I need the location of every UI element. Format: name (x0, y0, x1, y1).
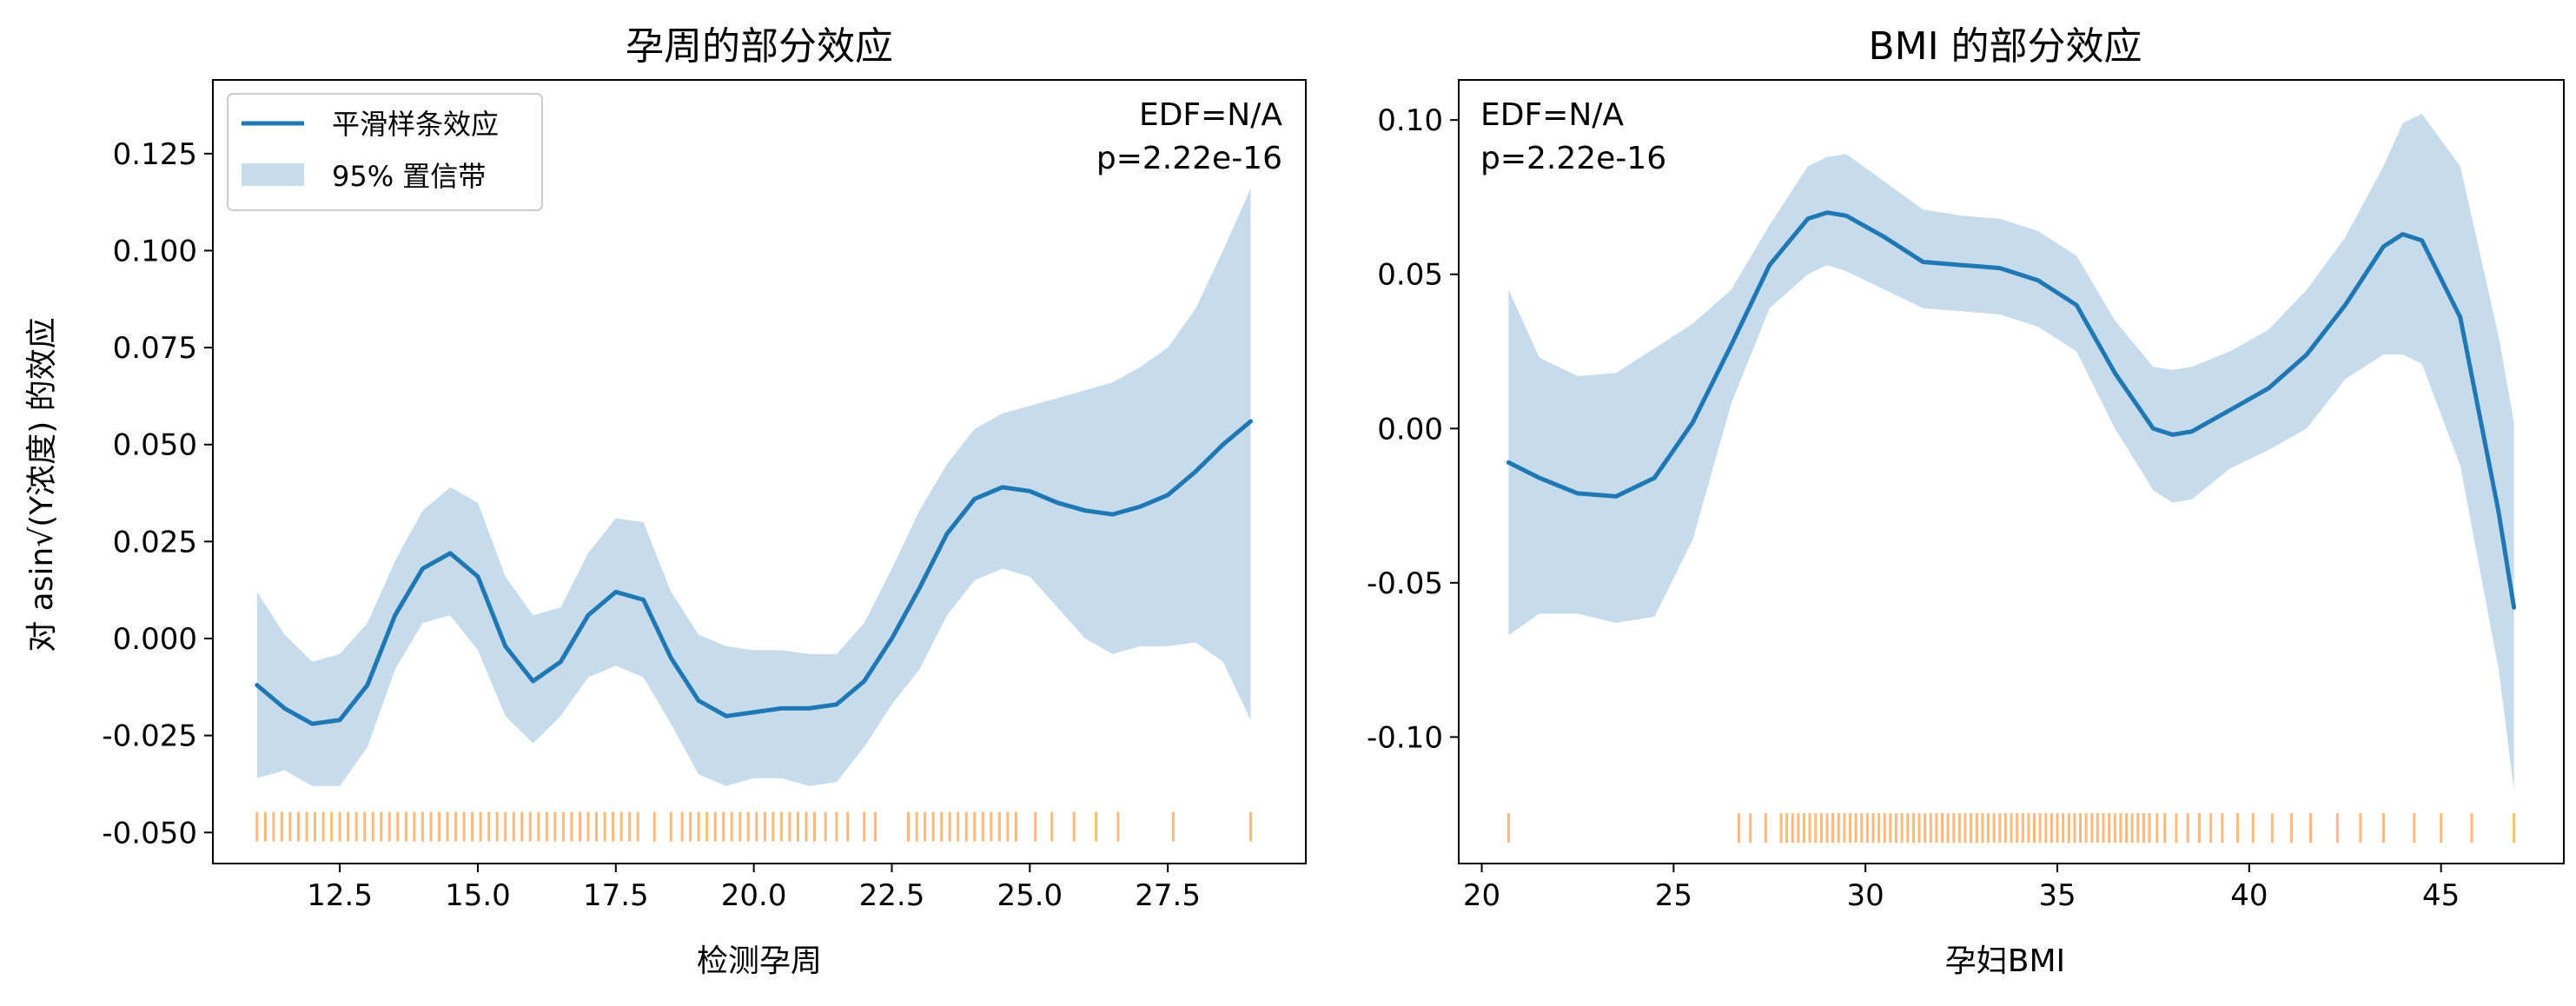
y-tick-label: 0.10 (1377, 103, 1443, 138)
legend-frame (227, 93, 543, 211)
plot-area (212, 79, 1307, 864)
p-value-annotation: p=2.22e-16 (1096, 141, 1282, 176)
x-tick-label: 20 (1463, 878, 1500, 913)
x-axis-label: 孕妇BMI (1945, 943, 2065, 979)
axes-frame (1458, 79, 2565, 864)
y-tick-label: -0.10 (1367, 720, 1443, 755)
y-tick-label: 0.025 (113, 525, 197, 559)
edf-annotation: EDF=N/A (1139, 97, 1282, 133)
x-tick-label: 15.0 (445, 878, 511, 913)
x-tick-label: 40 (2230, 878, 2268, 913)
axes-frame (212, 79, 1307, 864)
edf-annotation: EDF=N/A (1480, 97, 1624, 133)
x-tick-label: 20.0 (721, 878, 787, 913)
smooth-effect-line (255, 419, 1253, 726)
x-tick-label: 12.5 (307, 878, 373, 913)
legend-entry-band: 95% 置信带 (332, 160, 486, 193)
y-tick-label: 0.100 (113, 234, 197, 268)
plot-area (1458, 79, 2565, 864)
y-tick-label: 0.000 (113, 622, 197, 657)
legend-band-swatch (242, 163, 304, 186)
smooth-effect-line (1506, 210, 2517, 610)
chart-title: BMI 的部分效应 (1868, 24, 2142, 69)
x-tick-label: 27.5 (1135, 878, 1201, 913)
y-axis-label: 对 asin√(Y浓度) 的效应 (24, 317, 60, 652)
legend-entry-line: 平滑样条效应 (332, 108, 499, 141)
p-value-annotation: p=2.22e-16 (1480, 141, 1666, 176)
y-tick-label: 0.050 (113, 428, 197, 463)
chart-panel-bmi: BMI 的部分效应 20 25 30 35 40 45 -0.10 -0.05 0.00 0.05… (1367, 24, 2565, 979)
legend: 平滑样条效应 95% 置信带 (227, 93, 543, 211)
y-tick-label: -0.05 (1367, 566, 1443, 601)
x-tick-label: 35 (2038, 878, 2076, 913)
x-tick-label: 17.5 (583, 878, 649, 913)
y-tick-label: 0.075 (113, 331, 197, 366)
confidence-band (256, 189, 1251, 786)
chart-panel-gestational-week: 孕周的部分效应 12.5 15.0 17.5 20.0 22.5 25.0 27.5 -0.0… (24, 24, 1307, 979)
axis-ticks: 20 25 30 35 40 45 -0.10 -0.05 0.00 0.05 0.10 (1367, 103, 2460, 913)
y-tick-label: -0.050 (102, 816, 197, 850)
chart-title: 孕周的部分效应 (626, 24, 893, 69)
y-tick-label: 0.05 (1377, 258, 1443, 293)
y-tick-label: 0.125 (113, 137, 197, 172)
x-tick-label: 45 (2422, 878, 2460, 913)
x-tick-label: 22.5 (859, 878, 925, 913)
x-tick-label: 25 (1655, 878, 1692, 913)
x-tick-label: 25.0 (997, 878, 1063, 913)
x-tick-label: 30 (1847, 878, 1884, 913)
y-tick-label: -0.025 (102, 719, 197, 754)
y-tick-label: 0.00 (1377, 412, 1443, 447)
axis-ticks: 12.5 15.0 17.5 20.0 22.5 25.0 27.5 -0.050 -0.025… (102, 137, 1201, 913)
x-axis-label: 检测孕周 (697, 943, 822, 979)
